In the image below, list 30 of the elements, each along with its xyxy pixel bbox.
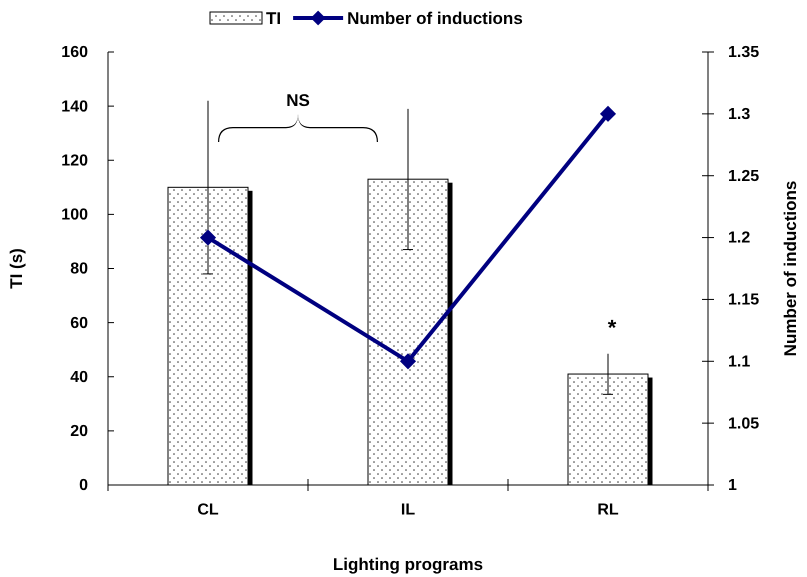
legend-label: Number of inductions [347, 9, 523, 28]
point [400, 353, 416, 370]
y2-tick-label: 1.05 [728, 415, 760, 432]
y-tick-label: 20 [70, 422, 88, 440]
y2-tick-label: 1 [728, 477, 737, 494]
y-tick-label: 60 [70, 314, 88, 332]
y-tick-label: 120 [61, 152, 88, 170]
y2-tick-label: 1.3 [728, 106, 750, 123]
point [200, 230, 216, 246]
x-tick-label: CL [197, 501, 219, 518]
y-tick-label: 40 [70, 368, 88, 386]
annotation: * [608, 315, 617, 340]
x-tick-label: IL [400, 501, 416, 518]
y2-tick-label: 1.1 [728, 353, 750, 370]
x-axis-title: Lighting programs [332, 555, 484, 574]
y2-tick-label: 1.2 [728, 230, 750, 247]
y2-tick-label: 1.35 [728, 44, 760, 62]
point [600, 106, 616, 122]
annotation: NS [286, 91, 310, 110]
y-tick-label: 80 [70, 260, 88, 278]
x-tick-label: RL [597, 501, 619, 518]
legend-label: TI [266, 9, 282, 28]
y2-axis-title: Number of inductions [781, 180, 800, 356]
y-tick-label: 0 [79, 477, 88, 494]
y2-tick-label: 1.15 [728, 292, 760, 309]
y-tick-label: 100 [61, 206, 88, 224]
y2-tick-label: 1.25 [728, 168, 760, 185]
y-tick-label: 160 [61, 44, 88, 62]
y-tick-label: 140 [61, 98, 88, 116]
y-axis-title: TI (s) [7, 248, 26, 289]
